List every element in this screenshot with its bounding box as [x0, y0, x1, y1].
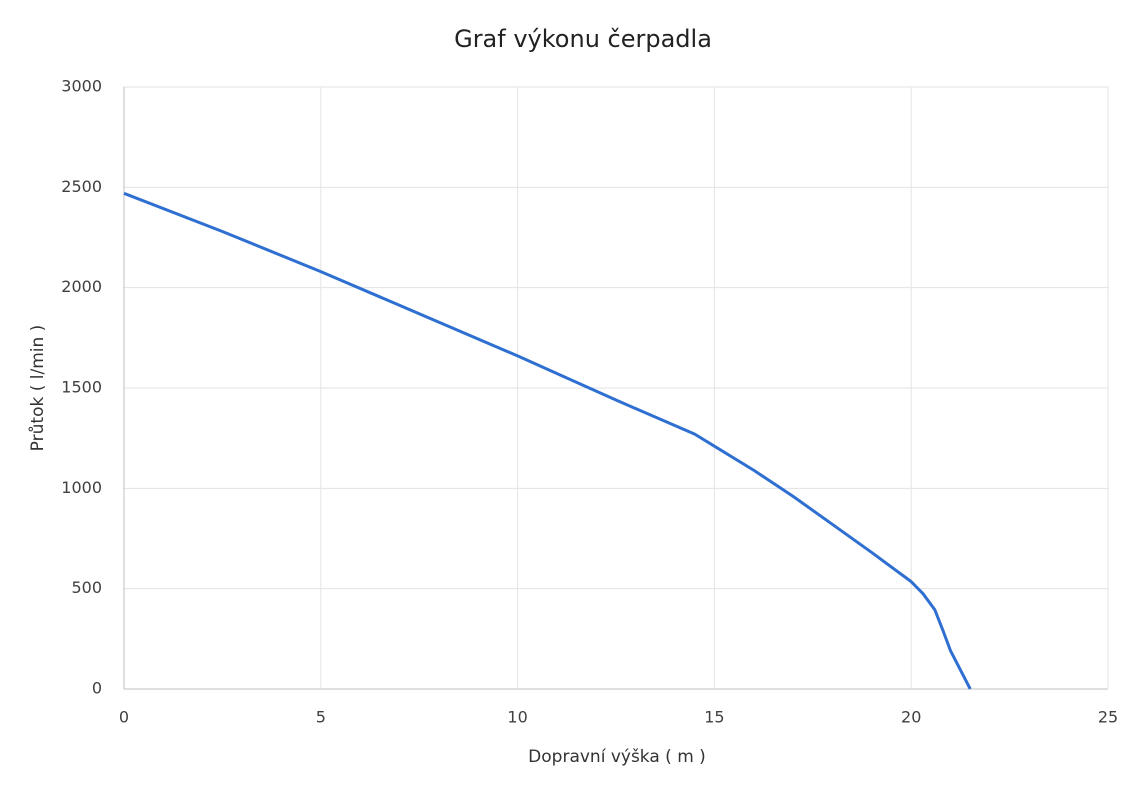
- y-tick-label: 1500: [61, 378, 102, 397]
- y-tick-label: 2500: [61, 177, 102, 196]
- x-tick-label: 10: [507, 708, 527, 727]
- x-tick-label: 5: [316, 708, 326, 727]
- y-tick-label: 2000: [61, 277, 102, 296]
- y-axis-label: Průtok ( l/min ): [28, 325, 48, 452]
- x-tick-label: 15: [704, 708, 724, 727]
- x-tick-label: 25: [1098, 708, 1118, 727]
- chart-title: Graf výkonu čerpadla: [454, 25, 712, 53]
- y-tick-label: 0: [92, 679, 102, 698]
- x-tick-label: 0: [119, 708, 129, 727]
- y-tick-label: 1000: [61, 478, 102, 497]
- y-tick-label: 3000: [61, 77, 102, 96]
- x-axis-label: Dopravní výška ( m ): [528, 747, 706, 767]
- x-tick-label: 20: [901, 708, 921, 727]
- data-line: [123, 191, 972, 690]
- y-tick-label: 500: [71, 578, 102, 597]
